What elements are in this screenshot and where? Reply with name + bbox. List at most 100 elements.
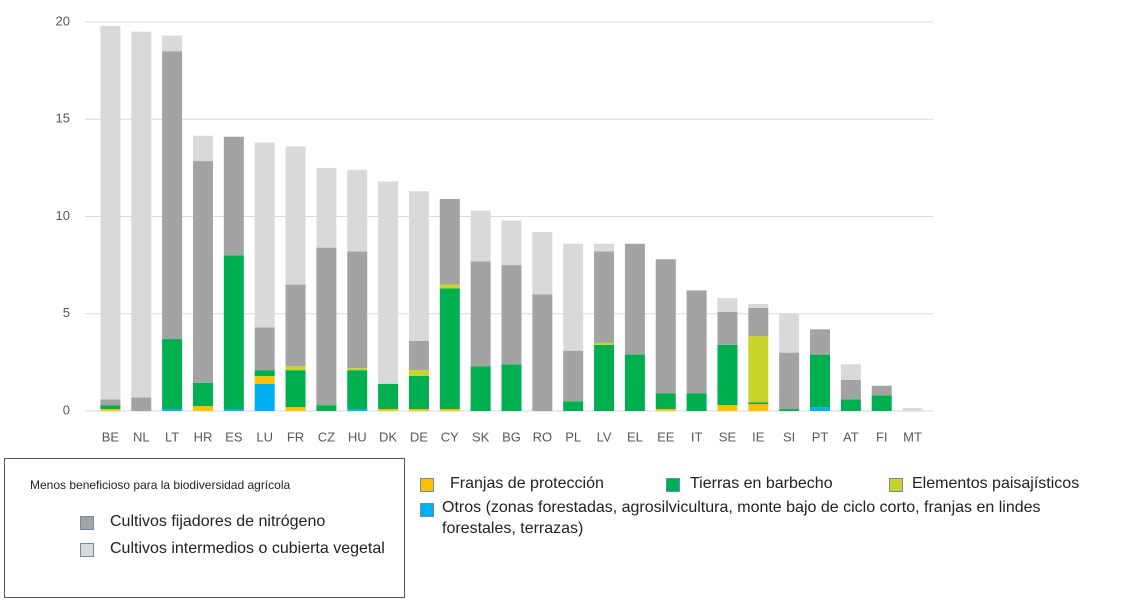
bar-segment bbox=[840, 379, 861, 400]
x-tick-label: LT bbox=[165, 429, 179, 444]
bar-segment bbox=[501, 220, 522, 266]
legend-label: Cultivos fijadores de nitrógeno bbox=[110, 513, 326, 530]
bar-segment bbox=[254, 327, 275, 371]
bar-segment bbox=[347, 169, 368, 252]
bar-segment bbox=[779, 352, 800, 410]
bar-segment bbox=[501, 364, 522, 411]
bar-segment bbox=[594, 251, 615, 343]
bar-segment bbox=[717, 405, 738, 411]
bar-segment bbox=[254, 142, 275, 328]
bar-segment bbox=[594, 342, 615, 345]
bar-segment bbox=[717, 344, 738, 406]
bar-segment bbox=[748, 307, 769, 337]
bar-segment bbox=[902, 408, 923, 411]
bar-segment bbox=[563, 401, 584, 411]
bar-segment bbox=[254, 375, 275, 384]
x-tick-label: SE bbox=[719, 429, 737, 444]
y-tick-label: 0 bbox=[63, 402, 70, 417]
bar-segment bbox=[347, 409, 368, 411]
bar-segment bbox=[563, 243, 584, 351]
bar-segment bbox=[285, 370, 306, 408]
legend-swatch bbox=[420, 478, 434, 492]
bar-segment bbox=[223, 409, 244, 411]
y-tick-label: 15 bbox=[56, 111, 70, 126]
bar-segment bbox=[131, 397, 152, 411]
bar-segment bbox=[717, 311, 738, 345]
bar-segment bbox=[192, 161, 213, 383]
chart: 0 5 10 15 20 BE NL LT HR ES LU FR CZ HU DK DE CY SK BG RO PL… bbox=[56, 13, 933, 444]
x-tick-label: HR bbox=[194, 429, 213, 444]
bar-segment bbox=[501, 265, 522, 365]
x-tick-label: CZ bbox=[318, 429, 335, 444]
bar-segment bbox=[439, 198, 460, 285]
bar-segment bbox=[810, 329, 831, 355]
bar-segment bbox=[748, 336, 769, 403]
bar-segment bbox=[470, 366, 491, 411]
bar-segment bbox=[100, 405, 121, 410]
bar-segment bbox=[316, 247, 337, 406]
bar-segment bbox=[316, 167, 337, 248]
x-tick-label: SI bbox=[783, 429, 795, 444]
bar-segment bbox=[810, 354, 831, 408]
bar-segment bbox=[871, 385, 892, 396]
x-tick-label: HU bbox=[348, 429, 367, 444]
bar-segment bbox=[563, 350, 584, 402]
x-tick-label: ES bbox=[225, 429, 243, 444]
x-tick-label: AT bbox=[843, 429, 859, 444]
bar-segment bbox=[408, 409, 429, 411]
bar-segment bbox=[840, 364, 861, 380]
bar-segment bbox=[810, 407, 831, 411]
bar-segment bbox=[532, 232, 553, 295]
x-tick-label: RO bbox=[533, 429, 553, 444]
bar-segment bbox=[470, 261, 491, 367]
bar-segment bbox=[748, 304, 769, 308]
bar-segment bbox=[347, 370, 368, 410]
x-tick-label: CY bbox=[441, 429, 459, 444]
bar-segment bbox=[347, 251, 368, 369]
bar-segment bbox=[378, 181, 399, 384]
bar-segment bbox=[408, 191, 429, 341]
bar-segment bbox=[378, 383, 399, 410]
x-tick-label: NL bbox=[133, 429, 150, 444]
bar-segment bbox=[285, 284, 306, 367]
bar-segment bbox=[408, 375, 429, 410]
x-tick-label: LV bbox=[597, 429, 612, 444]
bar-segment bbox=[162, 51, 183, 340]
legend-label: Otros (zonas forestadas, agrosilvicultur… bbox=[442, 499, 1041, 537]
x-tick-label: LU bbox=[256, 429, 273, 444]
y-tick-label: 20 bbox=[56, 13, 70, 28]
bar-segment bbox=[100, 399, 121, 406]
x-tick-label: IE bbox=[752, 429, 765, 444]
x-tick-label: SK bbox=[472, 429, 490, 444]
bar-segment bbox=[285, 366, 306, 371]
bar-segment bbox=[748, 404, 769, 411]
bar-segment bbox=[840, 399, 861, 411]
legend-label: Elementos paisajísticos bbox=[912, 475, 1080, 492]
bar-segment bbox=[871, 395, 892, 411]
bar-segment bbox=[717, 298, 738, 312]
y-tick-label: 5 bbox=[63, 305, 70, 320]
bar-segment bbox=[316, 405, 337, 411]
bar-segment bbox=[624, 243, 645, 355]
x-tick-label: DK bbox=[379, 429, 397, 444]
x-tick-label: IT bbox=[691, 429, 703, 444]
bar-segment bbox=[779, 313, 800, 353]
bar-segment bbox=[655, 259, 676, 394]
x-tick-label: BE bbox=[102, 429, 120, 444]
bar-segment bbox=[100, 25, 121, 400]
bar-segment bbox=[192, 406, 213, 411]
x-tick-label: EE bbox=[657, 429, 675, 444]
legend-swatch bbox=[666, 478, 680, 492]
y-tick-label: 10 bbox=[56, 208, 70, 223]
x-tick-label: FI bbox=[876, 429, 888, 444]
bar-segment bbox=[192, 382, 213, 407]
bar-segment bbox=[624, 354, 645, 411]
legend-swatch bbox=[80, 516, 94, 530]
x-tick-label: FR bbox=[287, 429, 304, 444]
bar-segment bbox=[408, 340, 429, 371]
bar-segment bbox=[285, 407, 306, 411]
bar-segment bbox=[439, 288, 460, 410]
bar-segment bbox=[192, 135, 213, 162]
bar-segment bbox=[439, 284, 460, 289]
